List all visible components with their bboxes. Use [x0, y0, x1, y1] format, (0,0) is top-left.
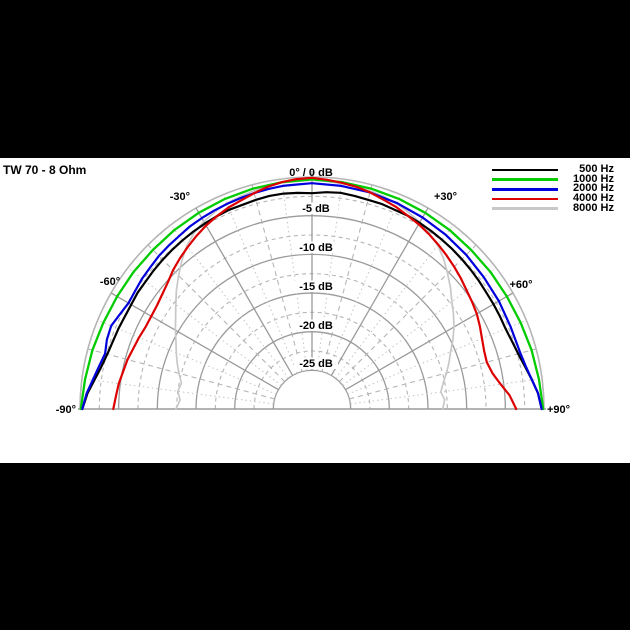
- legend-label: 4000 Hz: [573, 192, 614, 205]
- grid-radial-dotted--7.5deg: [281, 178, 308, 371]
- grid-radial--30deg: [195, 207, 294, 376]
- grid-radial-30deg: [330, 207, 429, 376]
- db-label-backplate: [294, 202, 338, 214]
- curve-1000hz: [79, 178, 545, 411]
- grid-radial-60deg: [345, 292, 514, 391]
- grid-radial-dotted--67.5deg: [97, 319, 277, 395]
- legend-label: 1000 Hz: [573, 172, 614, 185]
- grid-radial-dotted--37.5deg: [170, 224, 289, 379]
- angle-label-m30: -30°: [170, 191, 190, 203]
- db-label-backplate: [294, 280, 338, 292]
- grid-radial-dotted-22.5deg: [326, 194, 402, 374]
- db-label-backplate: [294, 241, 338, 253]
- legend-row-4000hz: 4000 Hz: [492, 192, 614, 205]
- db-label-backplate: [294, 319, 338, 331]
- db-label--25dB: -25 dB: [299, 358, 333, 370]
- db-label-backplate: [294, 357, 338, 369]
- chart-title: TW 70 - 8 Ohm: [3, 163, 87, 177]
- legend-line-swatch: [492, 197, 558, 201]
- legend-line-swatch: [492, 207, 558, 210]
- grid-radial-dotted-52.5deg: [342, 267, 497, 386]
- angle-label-p30: +30°: [434, 191, 457, 203]
- grid-radial-dotted--52.5deg: [127, 267, 282, 386]
- grid-radial-dotted-7.5deg: [316, 178, 343, 371]
- grid-radial-dotted--22.5deg: [222, 194, 298, 374]
- legend-label: 500 Hz: [579, 163, 614, 175]
- legend-label: 8000 Hz: [573, 201, 614, 214]
- grid-radial-dotted--82.5deg: [81, 378, 274, 405]
- legend-row-1000hz: 1000 Hz: [492, 172, 614, 185]
- grid-ring--25db: [272, 369, 352, 410]
- curve-2000hz: [81, 182, 543, 411]
- legend: 500 Hz 1000 Hz 2000 Hz 4000 Hz 8000 Hz: [492, 163, 614, 214]
- angle-label-p90: +90°: [547, 404, 570, 416]
- grid-radial-dashed-75deg: [349, 348, 537, 400]
- db-label--5dB: -5 dB: [302, 203, 330, 215]
- grid-radial-dotted-37.5deg: [335, 224, 454, 379]
- curve-4000hz: [112, 176, 518, 411]
- angle-label-p60: +60°: [509, 279, 532, 291]
- legend-line-swatch: [492, 187, 558, 191]
- curve-500hz: [81, 191, 543, 411]
- db-label--20dB: -20 dB: [299, 320, 333, 332]
- legend-label: 2000 Hz: [573, 182, 614, 195]
- angle-label-top: 0° / 0 dB: [289, 167, 333, 179]
- angle-label-m60: -60°: [100, 276, 120, 288]
- grid-radial-dotted-67.5deg: [347, 319, 527, 395]
- db-label--10dB: -10 dB: [299, 242, 333, 254]
- legend-row-2000hz: 2000 Hz: [492, 182, 614, 195]
- legend-row-8000hz: 8000 Hz: [492, 201, 614, 214]
- legend-line-swatch: [492, 178, 558, 181]
- grid-radial-dotted-82.5deg: [350, 378, 543, 405]
- db-label--15dB: -15 dB: [299, 281, 333, 293]
- grid-radial--60deg: [110, 292, 279, 391]
- legend-row-500hz: 500 Hz: [492, 163, 614, 175]
- legend-line-swatch: [492, 168, 558, 172]
- angle-label-m90: -90°: [56, 404, 76, 416]
